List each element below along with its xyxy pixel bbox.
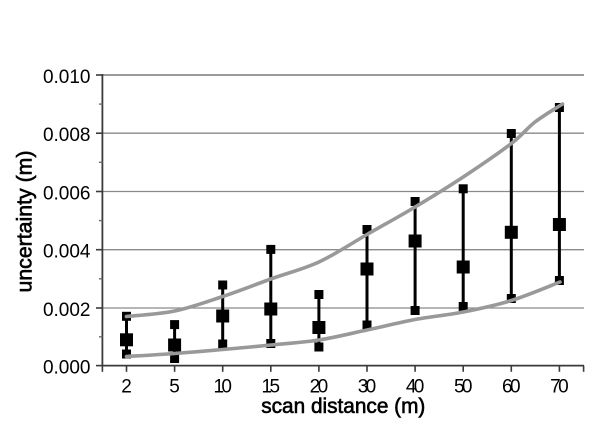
svg-text:0.008: 0.008 xyxy=(43,125,91,146)
svg-text:15: 15 xyxy=(262,376,281,397)
svg-text:5: 5 xyxy=(169,376,180,397)
svg-text:70: 70 xyxy=(550,376,569,397)
svg-text:40: 40 xyxy=(406,376,425,397)
svg-text:50: 50 xyxy=(454,376,473,397)
svg-text:uncertainty (m): uncertainty (m) xyxy=(13,150,37,292)
svg-text:0.004: 0.004 xyxy=(43,242,91,263)
svg-text:20: 20 xyxy=(310,376,329,397)
svg-text:0.002: 0.002 xyxy=(43,300,91,321)
svg-text:0.010: 0.010 xyxy=(43,67,91,88)
svg-text:scan distance (m): scan distance (m) xyxy=(261,395,425,418)
svg-text:30: 30 xyxy=(358,376,377,397)
svg-text:2: 2 xyxy=(121,376,132,397)
svg-text:10: 10 xyxy=(213,376,232,397)
svg-text:0.000: 0.000 xyxy=(43,358,91,379)
svg-text:0.006: 0.006 xyxy=(43,184,91,205)
svg-text:60: 60 xyxy=(502,376,521,397)
